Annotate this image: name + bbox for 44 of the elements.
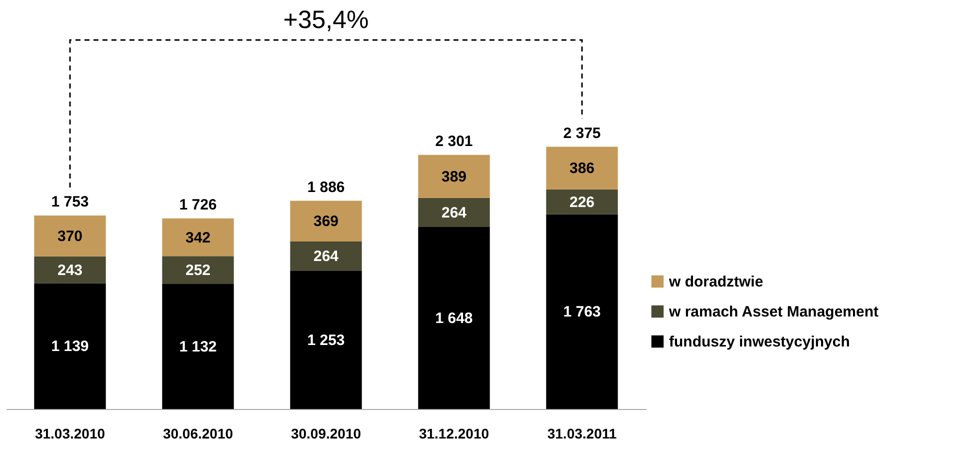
data-label: 252 <box>185 262 211 280</box>
data-label: 264 <box>313 248 340 266</box>
bar <box>290 270 362 409</box>
x-tick-label: 31.03.2010 <box>34 426 106 442</box>
bar <box>162 284 234 409</box>
bar <box>34 283 106 409</box>
bar <box>162 256 234 284</box>
total-label: 2 301 <box>435 132 473 150</box>
data-label: 264 <box>441 204 468 222</box>
bar <box>34 256 106 284</box>
data-label: 1 139 <box>51 338 89 356</box>
x-tick-label: 31.03.2011 <box>547 426 617 442</box>
total-label: 1 886 <box>307 178 345 196</box>
data-label: 389 <box>441 168 467 186</box>
bar <box>546 189 618 214</box>
bar <box>290 242 362 271</box>
total-label: 1 726 <box>179 196 217 214</box>
bar <box>418 198 490 228</box>
legend-label: w ramach Asset Management <box>668 304 879 320</box>
bar <box>290 200 362 242</box>
data-label: 1 132 <box>179 338 217 356</box>
data-label: 1 648 <box>435 310 473 328</box>
total-label: 1 753 <box>51 194 89 211</box>
data-label: 226 <box>569 194 595 211</box>
data-label: 342 <box>185 229 211 246</box>
data-label: 386 <box>569 160 595 178</box>
bar <box>418 227 490 409</box>
data-label: 1 763 <box>563 304 601 321</box>
data-label: 370 <box>57 228 83 245</box>
legend-label: funduszy inwestycyjnych <box>669 334 850 350</box>
data-label: 369 <box>313 213 339 230</box>
bar <box>546 146 618 190</box>
x-tick-label: 31.12.2010 <box>418 426 490 442</box>
data-label: 243 <box>57 262 83 279</box>
x-tick-label: 30.09.2010 <box>290 426 362 442</box>
bar <box>418 154 490 198</box>
total-label: 2 375 <box>563 124 601 142</box>
legend-label: w doradztwie <box>668 274 764 290</box>
x-tick-label: 30.06.2010 <box>162 426 234 442</box>
bar <box>162 218 234 256</box>
bar <box>546 214 618 409</box>
text: +35,4% <box>283 6 369 34</box>
bar <box>34 216 106 256</box>
data-label: 1 253 <box>307 332 345 349</box>
